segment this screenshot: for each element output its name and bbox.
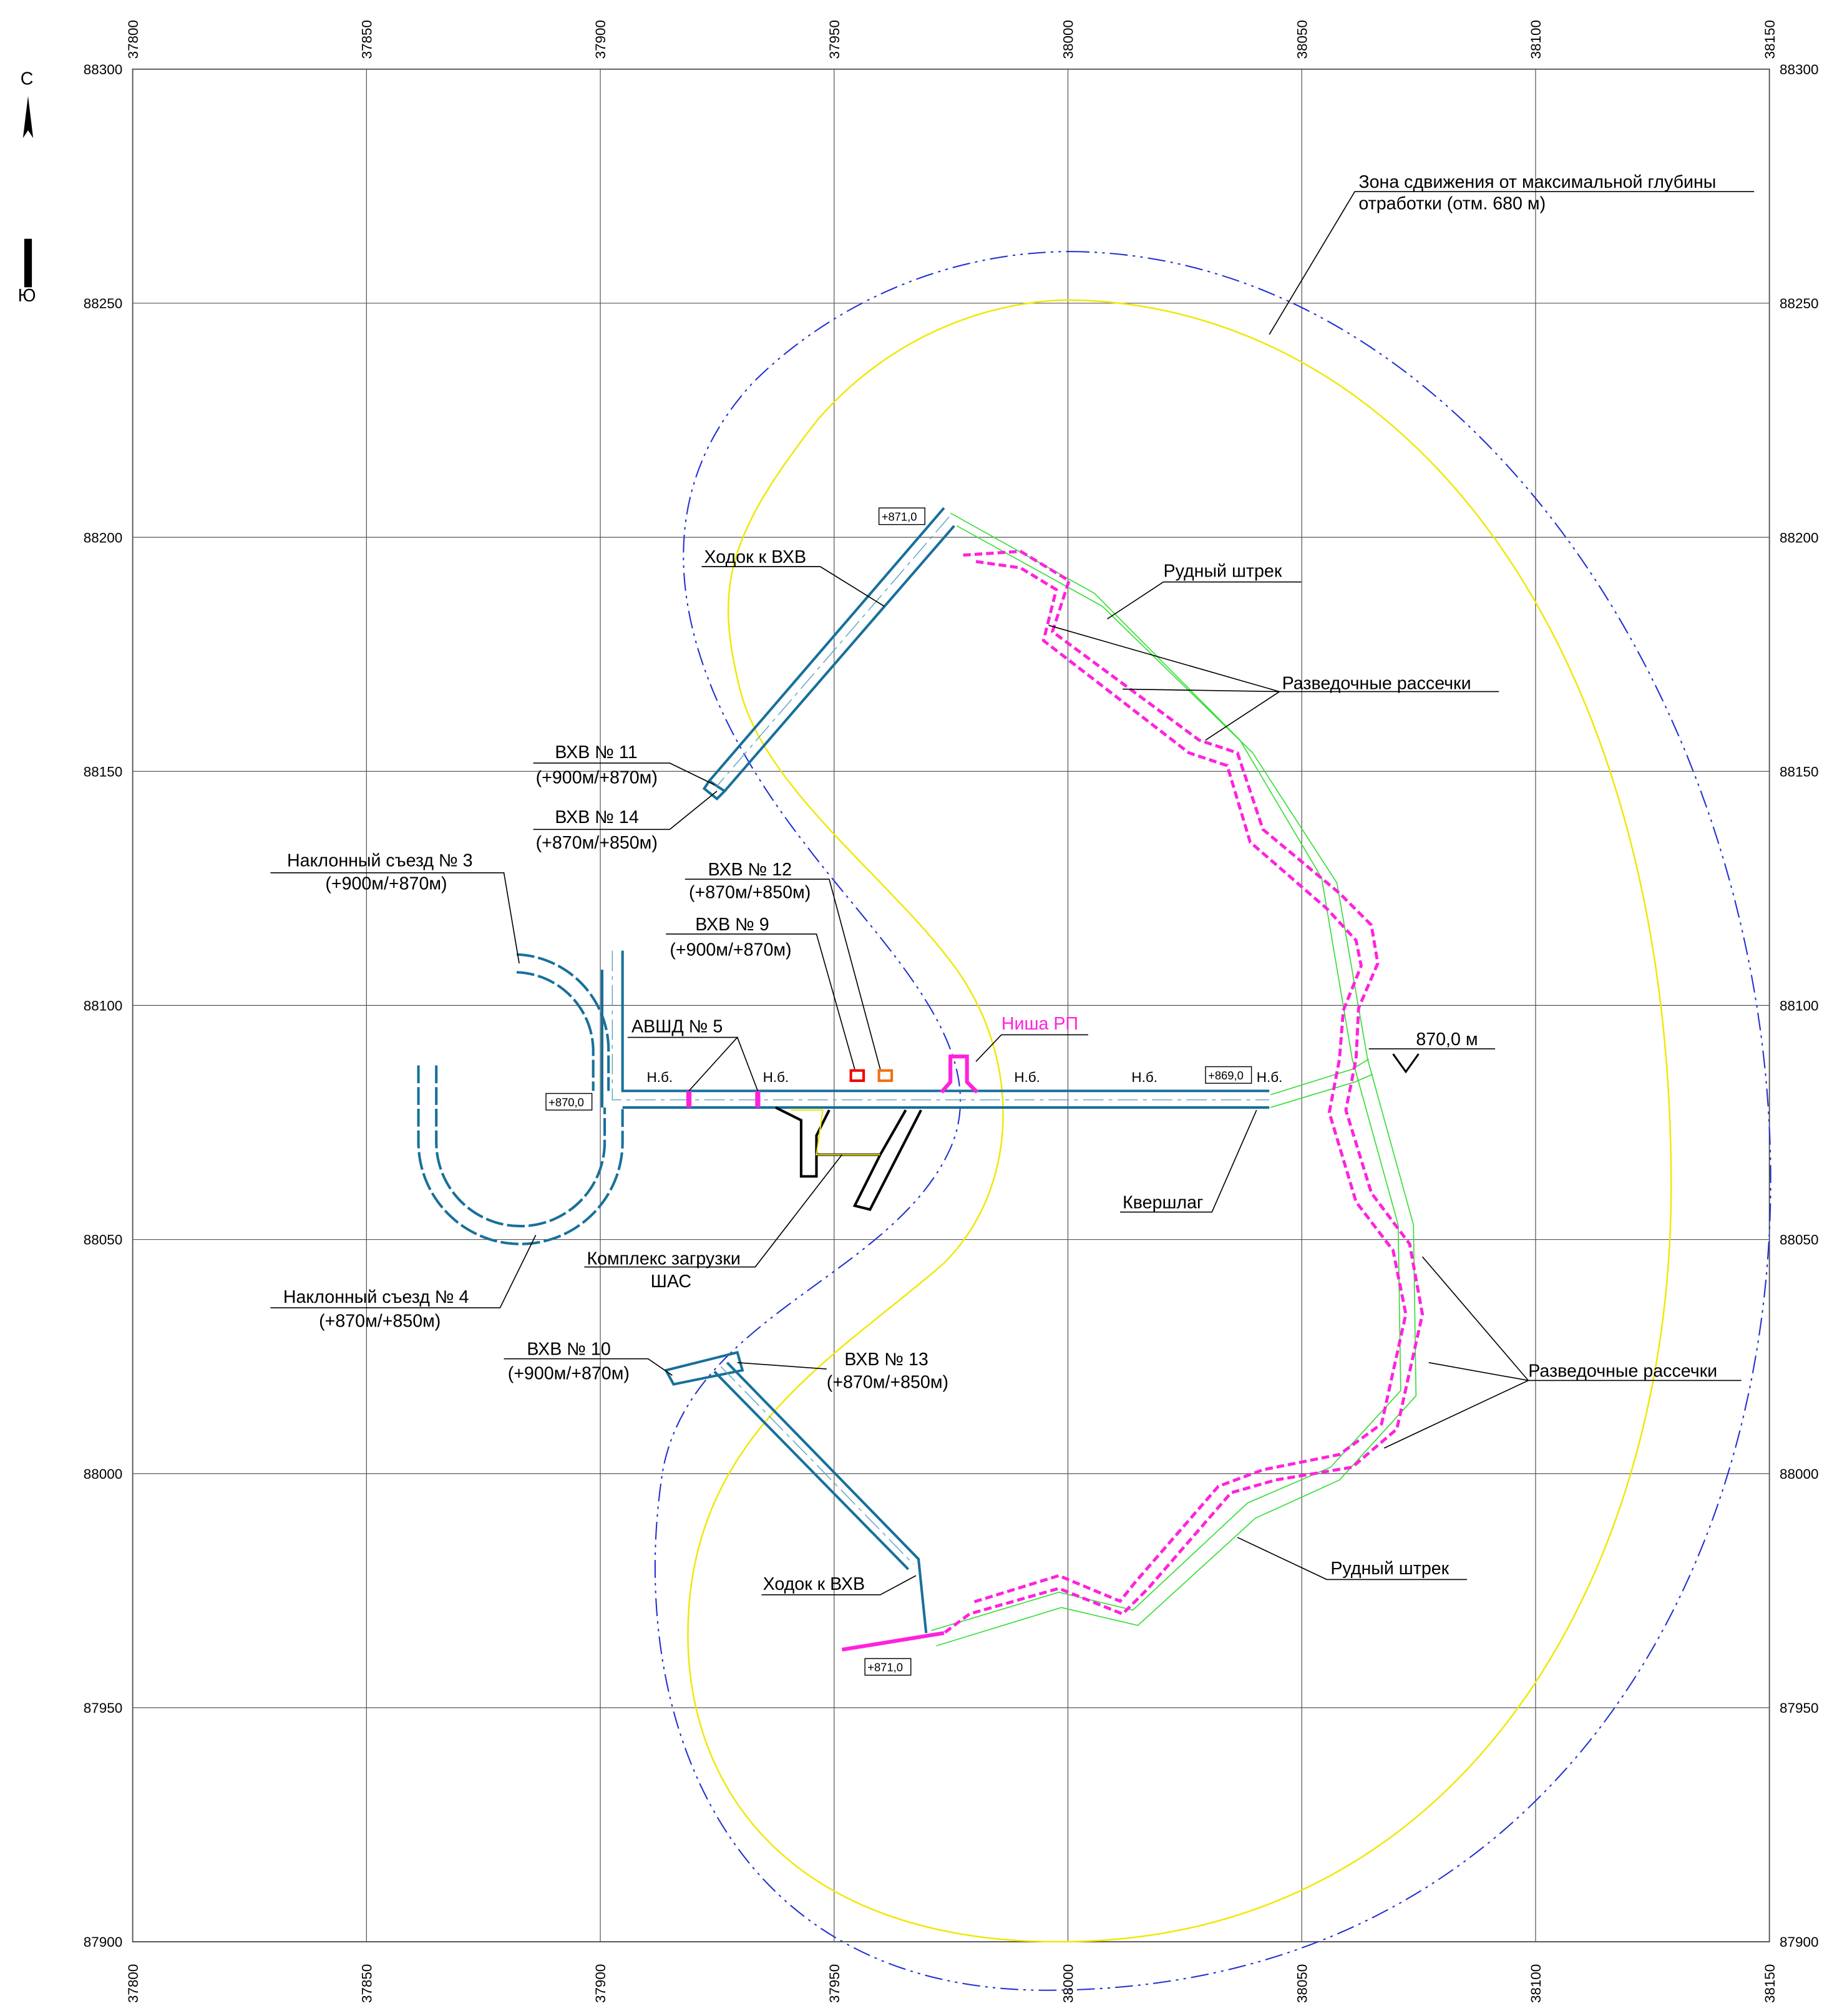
elevation: +869,0 xyxy=(1208,1069,1244,1082)
label: Разведочные рассечки xyxy=(1528,1361,1717,1381)
x-tick-label: 38000 xyxy=(1061,20,1076,59)
drainage: Н.б. xyxy=(1257,1069,1283,1085)
y-tick-label: 88100 xyxy=(84,998,122,1014)
label: Квершлаг xyxy=(1123,1192,1203,1212)
label: Рудный штрек xyxy=(1164,561,1282,581)
label: (+870м/+850м) xyxy=(827,1373,948,1393)
y-tick-label: 87950 xyxy=(1780,1700,1818,1716)
leaders xyxy=(270,191,1755,1595)
x-tick-label: 37900 xyxy=(593,20,608,59)
x-tick-label: 37950 xyxy=(827,1964,842,2003)
label: Ходок к ВХВ xyxy=(763,1574,865,1594)
x-tick-label: 38150 xyxy=(1762,1964,1778,2003)
drainage: Н.б. xyxy=(647,1069,673,1085)
label: ВХВ № 12 xyxy=(708,860,792,880)
label: ВХВ № 10 xyxy=(527,1340,610,1360)
axis-lines xyxy=(612,516,1270,1565)
y-tick-label: 88100 xyxy=(1780,998,1818,1014)
label: ВХВ № 11 xyxy=(555,743,637,762)
x-tick-label: 37850 xyxy=(359,1964,375,2003)
north-arrow xyxy=(22,95,34,139)
displacement-zone xyxy=(654,251,1771,1991)
x-tick-label: 38100 xyxy=(1528,20,1544,59)
y-tick-label: 88250 xyxy=(1780,296,1818,311)
label: ШАС xyxy=(651,1272,691,1292)
y-tick-label: 88050 xyxy=(84,1232,122,1248)
drainage: Н.б. xyxy=(763,1069,789,1085)
drainage: Н.б. xyxy=(1131,1069,1157,1085)
label: Разведочные рассечки xyxy=(1282,673,1471,693)
label: ВХВ № 9 xyxy=(695,915,769,935)
loading-complex xyxy=(775,1106,922,1211)
label: (+870м/+850м) xyxy=(536,833,658,853)
yellow-contour xyxy=(687,299,1672,1943)
x-tick-label: 38100 xyxy=(1528,1964,1544,2003)
label: Ходок к ВХВ xyxy=(704,547,807,567)
label: ВХВ № 13 xyxy=(844,1350,928,1370)
drainage: Н.б. xyxy=(1014,1069,1040,1085)
elevation: +870,0 xyxy=(548,1096,584,1109)
label: отработки (отм. 680 м) xyxy=(1358,194,1546,214)
grid: 37800 37800 37850 37850 37900 37900 37950 37950… xyxy=(84,20,1819,2003)
label: Зона сдвижения от максимальной глубины xyxy=(1358,172,1716,192)
label: Ниша РП xyxy=(1001,1014,1078,1034)
label: (+900м/+870м) xyxy=(670,940,791,960)
y-tick-label: 88250 xyxy=(84,296,122,311)
loading-yellow xyxy=(791,1109,880,1156)
vxb12 xyxy=(877,1069,894,1083)
label: (+900м/+870м) xyxy=(536,768,658,788)
label: (+900м/+870м) xyxy=(508,1363,630,1383)
niche xyxy=(940,1054,979,1094)
y-tick-label: 88150 xyxy=(1780,764,1818,779)
label: Наклонный съезд № 3 xyxy=(287,851,473,871)
magenta-drift xyxy=(841,1631,945,1652)
x-tick-label: 38050 xyxy=(1294,1964,1310,2003)
elevation: +871,0 xyxy=(867,1661,903,1674)
label: 870,0 м xyxy=(1416,1030,1478,1049)
labels: Зона сдвижения от максимальной глубины о… xyxy=(283,172,1717,1594)
label: Комплекс загрузки xyxy=(587,1249,740,1269)
label: (+900м/+870м) xyxy=(325,874,447,894)
elevation: +871,0 xyxy=(882,510,917,523)
y-tick-label: 88300 xyxy=(84,62,122,77)
x-tick-label: 37800 xyxy=(125,20,141,59)
y-tick-label: 88150 xyxy=(84,764,122,779)
y-tick-label: 88200 xyxy=(84,530,122,545)
north: С xyxy=(21,69,34,89)
x-tick-label: 37950 xyxy=(827,20,842,59)
vxb9 xyxy=(849,1069,865,1083)
north-arrow-tail xyxy=(24,238,32,288)
label: (+870м/+850м) xyxy=(689,883,811,903)
label: АВШД № 5 xyxy=(631,1016,723,1036)
y-tick-label: 87900 xyxy=(84,1934,122,1950)
label: Наклонный съезд № 4 xyxy=(283,1287,469,1307)
x-tick-label: 37900 xyxy=(593,1964,608,2003)
ore-drift xyxy=(931,512,1417,1647)
x-tick-label: 38150 xyxy=(1762,20,1778,59)
y-tick-label: 88000 xyxy=(84,1466,122,1482)
workings xyxy=(417,507,1270,1634)
level-marker xyxy=(1392,1053,1420,1074)
label: ВХВ № 14 xyxy=(555,807,638,827)
x-tick-label: 37850 xyxy=(359,20,375,59)
x-tick-label: 38050 xyxy=(1294,20,1310,59)
y-tick-label: 88000 xyxy=(1780,1466,1818,1482)
y-tick-label: 88300 xyxy=(1780,62,1818,77)
x-tick-label: 37800 xyxy=(125,1964,141,2003)
y-tick-label: 88050 xyxy=(1780,1232,1818,1248)
x-tick-label: 38000 xyxy=(1061,1964,1076,2003)
label: Рудный штрек xyxy=(1330,1559,1449,1579)
label: (+870м/+850м) xyxy=(319,1312,441,1332)
exploration-cuts xyxy=(943,550,1425,1635)
y-tick-label: 87900 xyxy=(1780,1934,1818,1950)
y-tick-label: 88200 xyxy=(1780,530,1818,545)
y-tick-label: 87950 xyxy=(84,1700,122,1716)
south: Ю xyxy=(18,286,36,306)
elevation-tags xyxy=(545,507,1252,1676)
